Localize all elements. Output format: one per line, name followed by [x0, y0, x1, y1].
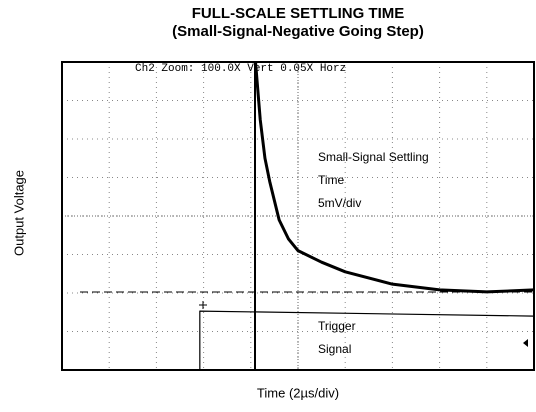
annotation: 5mV/div — [318, 196, 361, 210]
scope-header: Ch2 Zoom: 100.0X Vert 0.05X Horz — [135, 63, 346, 75]
annotation: Trigger — [318, 319, 356, 333]
series-line — [62, 310, 535, 371]
annotation: Time — [318, 173, 345, 187]
y-axis-label: Output Voltage — [11, 170, 26, 256]
x-axis-label: Time (2µs/div) — [257, 385, 339, 400]
trigger-marker — [199, 301, 207, 309]
chart-subtitle: (Small-Signal-Negative Going Step) — [172, 23, 424, 40]
annotation: Signal — [318, 342, 351, 356]
chart-title: FULL-SCALE SETTLING TIME — [192, 5, 404, 22]
series-line — [254, 61, 535, 294]
level-marker — [523, 339, 528, 347]
plot-frame — [61, 61, 535, 371]
annotation: Small-Signal Settling — [318, 150, 429, 164]
